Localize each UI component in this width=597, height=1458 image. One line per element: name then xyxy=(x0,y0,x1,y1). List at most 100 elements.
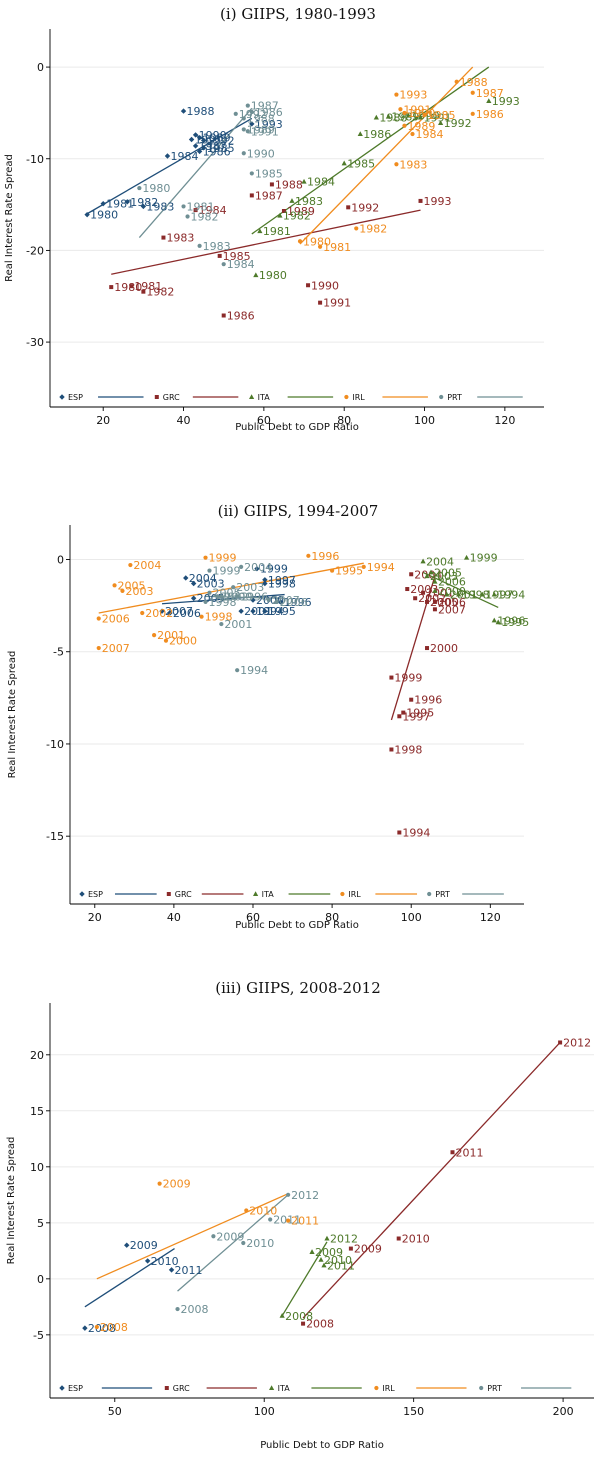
point-esp-2006 xyxy=(167,610,173,616)
point-label: 1998 xyxy=(209,596,237,609)
point-label: 1985 xyxy=(255,167,283,180)
point-irl-2008 xyxy=(94,1324,99,1330)
chart-title: (ii) GIIPS, 1994-2007 xyxy=(218,502,379,520)
point-prt-1980 xyxy=(137,185,142,191)
point-grc-1993 xyxy=(418,198,423,203)
point-grc-1985 xyxy=(217,253,222,258)
point-esp-1995 xyxy=(262,608,268,614)
x-tick-label: 40 xyxy=(167,911,181,924)
point-label: 2006 xyxy=(173,607,201,620)
point-grc-2005 xyxy=(425,599,430,604)
point-prt-2009 xyxy=(211,1234,216,1239)
point-label: 1987 xyxy=(251,100,279,113)
point-label: 2009 xyxy=(315,1246,343,1259)
fit-line-esp xyxy=(161,593,285,605)
point-label: 1993 xyxy=(492,95,520,108)
point-grc-1996 xyxy=(409,697,414,702)
legend-marker-esp xyxy=(79,891,85,897)
point-esp-2009 xyxy=(124,1242,130,1248)
point-label: 2010 xyxy=(151,1255,179,1268)
point-irl-1984 xyxy=(410,131,415,137)
point-label: 2009 xyxy=(216,1230,244,1243)
point-irl-1996 xyxy=(306,553,311,558)
point-label: 1996 xyxy=(311,550,339,563)
point-prt-1991 xyxy=(245,129,250,134)
point-ita-2008 xyxy=(279,1312,285,1318)
point-prt-2011 xyxy=(268,1217,273,1222)
x-tick-label: 120 xyxy=(494,414,515,427)
point-label: 1993 xyxy=(255,118,283,131)
point-ita-1994 xyxy=(491,591,497,597)
legend-marker-prt xyxy=(427,891,432,897)
point-label: 2005 xyxy=(118,579,146,592)
point-ita-2011 xyxy=(321,1262,327,1268)
point-label: 1991 xyxy=(323,297,351,310)
x-tick-label: 150 xyxy=(403,1405,424,1418)
point-grc-1988 xyxy=(269,182,274,187)
point-label: 1987 xyxy=(476,87,504,100)
point-label: 2003 xyxy=(410,583,438,596)
point-ita-2001 xyxy=(444,591,450,597)
point-ita-1996 xyxy=(491,617,497,623)
point-ita-1999 xyxy=(463,554,470,560)
point-label: 2000 xyxy=(169,635,197,648)
point-label: 2011 xyxy=(175,1264,203,1277)
point-ita-1997 xyxy=(479,591,486,597)
point-prt-2007 xyxy=(266,597,271,603)
fit-line-esp xyxy=(84,1248,175,1308)
point-ita-2006 xyxy=(432,578,438,584)
point-label: 2008 xyxy=(181,1303,209,1316)
point-prt-2006 xyxy=(274,599,279,605)
point-label: 1990 xyxy=(247,147,275,160)
y-tick-label: 0 xyxy=(37,1273,44,1286)
point-label: 2003 xyxy=(430,570,458,583)
point-label: 2004 xyxy=(426,555,454,568)
point-label: 1998 xyxy=(205,611,233,624)
point-grc-1992 xyxy=(346,205,351,210)
point-label: 2009 xyxy=(130,1239,158,1252)
legend-marker-ita xyxy=(249,394,255,399)
point-irl-2000 xyxy=(163,638,169,643)
point-prt-1987 xyxy=(245,103,250,108)
legend-label: IRL xyxy=(382,1384,395,1393)
point-grc-1999 xyxy=(389,675,394,680)
legend-marker-irl xyxy=(374,1385,379,1391)
point-prt-1996 xyxy=(235,594,240,599)
point-label: 2003 xyxy=(125,585,153,598)
legend-label: PRT xyxy=(447,393,462,402)
point-grc-2009 xyxy=(348,1246,353,1251)
point-ita-1986 xyxy=(357,131,363,136)
point-label: 2004 xyxy=(414,568,442,581)
point-label: 2012 xyxy=(330,1233,358,1246)
point-label: 1988 xyxy=(247,112,275,125)
point-prt-1981 xyxy=(181,204,186,209)
point-label: 1989 xyxy=(407,120,435,133)
point-label: 1980 xyxy=(303,235,331,248)
point-label: 1986 xyxy=(363,128,391,141)
point-ita-2000 xyxy=(432,588,438,593)
point-label: 1996 xyxy=(497,614,525,627)
series-ita: 2004 199920052003200620002001199819971994… xyxy=(420,552,529,629)
point-label: 1984 xyxy=(199,204,227,217)
point-label: 1991 xyxy=(424,112,452,125)
point-label: 1983 xyxy=(295,195,323,208)
point-label: 2002 xyxy=(220,590,248,603)
series-irl: 1988198719931986199119901985198919841983… xyxy=(297,76,504,254)
point-grc-2002 xyxy=(413,596,418,601)
y-tick-label: 10 xyxy=(30,1161,44,1174)
point-label: 1991 xyxy=(251,125,279,138)
legend-label: PRT xyxy=(435,890,450,899)
point-grc-1995 xyxy=(401,710,406,715)
point-grc-1990 xyxy=(306,283,311,288)
point-grc-1987 xyxy=(249,193,254,198)
point-label: 1983 xyxy=(146,200,174,213)
legend-label: ITA xyxy=(262,890,275,899)
point-esp-2010 xyxy=(144,1258,151,1264)
point-grc-2003 xyxy=(405,587,410,592)
point-irl-2005 xyxy=(112,583,117,588)
point-esp-2004 xyxy=(183,575,189,581)
point-label: 1999 xyxy=(209,552,237,565)
